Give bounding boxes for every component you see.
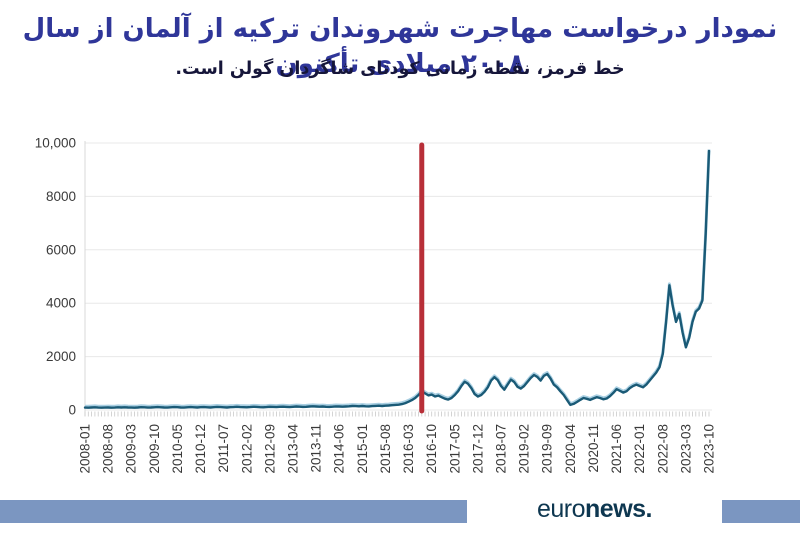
x-tick-label: 2015-08 (378, 424, 393, 474)
y-axis-labels: 0 2000 4000 6000 8000 10,000 (35, 136, 76, 418)
x-tick-label: 2023-10 (702, 424, 717, 474)
x-tick-label: 2018-07 (494, 424, 509, 474)
x-axis-labels: 2008-01 2008-08 2009-03 2009-10 2010-05 2010-… (78, 424, 717, 474)
logo-text-euro: euro (536, 495, 586, 523)
series-line-halo (84, 149, 711, 408)
x-tick-label: 2016-03 (401, 424, 416, 474)
x-tick-label: 2022-01 (632, 424, 647, 474)
x-axis-minor-ticks (84, 411, 710, 417)
x-tick-label: 2020-11 (586, 424, 601, 473)
x-tick-label: 2023-03 (678, 424, 693, 474)
chart-subtitle: خط قرمز، نقطه زمانی کودتای شاگردان گولن … (175, 59, 625, 79)
x-tick-label: 2014-06 (332, 424, 347, 474)
x-tick-label: 2017-05 (447, 424, 462, 474)
euronews-logo: euronews. (467, 495, 722, 527)
x-tick-label: 2012-02 (239, 424, 254, 474)
x-tick-label: 2011-07 (216, 424, 231, 473)
x-tick-label: 2013-04 (286, 424, 301, 474)
y-tick-label: 8000 (46, 189, 76, 204)
logo-text-news: news. (585, 495, 653, 523)
footer-bar-left (0, 500, 467, 523)
y-tick-label: 2000 (46, 349, 76, 364)
x-tick-label: 2008-08 (101, 424, 116, 474)
x-tick-label: 2019-02 (517, 424, 532, 474)
x-tick-label: 2009-10 (147, 424, 162, 474)
footer-bar-right (722, 500, 800, 523)
x-tick-label: 2010-12 (193, 424, 208, 474)
x-tick-label: 2021-06 (609, 424, 624, 474)
series-line (83, 149, 711, 409)
y-tick-label: 10,000 (35, 136, 76, 151)
x-tick-label: 2013-11 (309, 424, 324, 473)
x-tick-label: 2010-05 (170, 424, 185, 474)
x-tick-label: 2017-12 (470, 424, 485, 474)
x-tick-label: 2015-01 (355, 424, 370, 474)
y-gridlines (85, 142, 712, 411)
y-tick-label: 4000 (46, 296, 76, 311)
x-tick-label: 2016-10 (424, 424, 439, 474)
y-tick-label: 0 (68, 403, 76, 418)
chart-title: نمودار درخواست مهاجرت شهروندان ترکیه از … (22, 14, 778, 80)
x-tick-label: 2019-09 (540, 424, 555, 474)
x-tick-label: 2020-04 (563, 424, 578, 474)
x-tick-label: 2008-01 (78, 424, 93, 474)
x-tick-label: 2012-09 (262, 424, 277, 474)
x-tick-label: 2022-08 (655, 424, 670, 474)
y-tick-label: 6000 (46, 242, 76, 257)
x-tick-label: 2009-03 (124, 424, 139, 474)
